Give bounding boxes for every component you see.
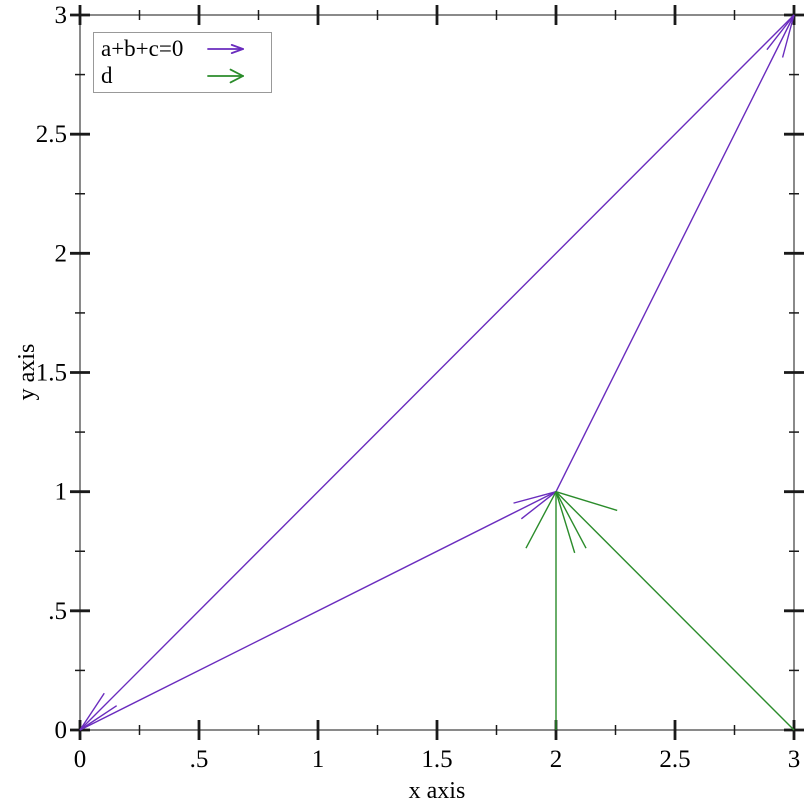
legend-arrow-barb <box>230 44 244 51</box>
vector-arrow-shaft <box>79 14 795 731</box>
x-axis-title: x axis <box>408 778 466 804</box>
y-tick-label: 0 <box>55 717 68 744</box>
x-tick-label: 2 <box>550 746 563 773</box>
y-tick-label: 1.5 <box>36 360 67 387</box>
vector-arrow-barb <box>79 705 118 731</box>
legend-label-abc: a+b+c=0 <box>101 36 184 62</box>
x-tick-label: 2.5 <box>659 746 690 773</box>
vector-arrow-barb <box>766 14 795 51</box>
vector-arrow-shaft <box>555 491 795 731</box>
tick-labels: 0 .5 1 1.5 2 2.5 3 0 .5 1 1.5 2 2.5 3 <box>36 2 801 773</box>
y-axis-title: y axis <box>14 343 40 401</box>
legend-arrow-barb <box>230 48 244 55</box>
arrow-series <box>79 14 795 731</box>
x-tick-label: 3 <box>788 746 801 773</box>
legend-label-d: d <box>101 62 113 88</box>
vector-arrow-shaft <box>79 491 557 731</box>
vector-arrow-barb <box>781 14 795 58</box>
vector-arrow-barb <box>555 491 587 549</box>
legend-arrow-barb <box>229 74 244 83</box>
vector-arrow-barb <box>525 491 557 549</box>
vector-arrow-barb <box>555 491 576 554</box>
vector-arrow-barb <box>79 692 105 731</box>
legend-arrow-barb <box>229 68 244 77</box>
legend-item-d: d <box>94 62 271 88</box>
x-tick-label: 0 <box>74 746 87 773</box>
legend: a+b+c=0 d <box>93 32 272 93</box>
vector-arrow-barb <box>513 490 557 504</box>
y-tick-label: 3 <box>55 2 68 29</box>
legend-item-abc: a+b+c=0 <box>94 37 271 61</box>
green-arrow-icon <box>207 68 244 83</box>
vector-arrow-barb <box>520 491 557 520</box>
x-tick-label: .5 <box>190 746 209 773</box>
y-tick-label: 1 <box>55 479 68 506</box>
x-tick-label: 1 <box>312 746 325 773</box>
y-tick-label: .5 <box>48 598 67 625</box>
y-tick-label: 2.5 <box>36 121 67 148</box>
vector-arrow-barb <box>555 490 618 512</box>
vector-arrow-shaft <box>555 14 795 492</box>
purple-arrow-icon <box>207 44 244 55</box>
y-tick-label: 2 <box>55 240 68 267</box>
x-tick-label: 1.5 <box>421 746 452 773</box>
